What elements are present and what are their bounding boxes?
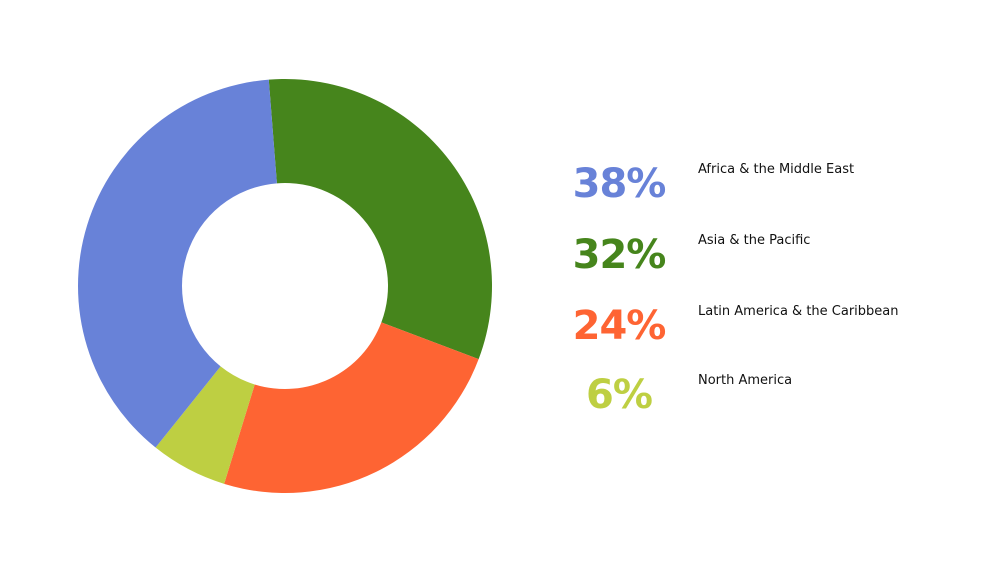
legend-percentage: 24%: [572, 303, 667, 349]
legend-percentage: 6%: [586, 372, 653, 418]
legend-item-north-america: 6% North America: [560, 367, 980, 423]
legend-item-latin-america-caribbean: 24% Latin America & the Caribbean: [560, 298, 980, 354]
donut-slice-north-america: [155, 366, 255, 484]
legend-label: Africa & the Middle East: [698, 162, 855, 177]
legend-item-africa-middle-east: 38% Africa & the Middle East: [560, 156, 980, 212]
donut-slice-asia-pacific: [268, 79, 492, 360]
legend-item-asia-pacific: 32% Asia & the Pacific: [560, 227, 980, 283]
donut-slice-latin-america-caribbean: [224, 322, 479, 493]
donut-chart: [78, 79, 492, 493]
donut-slice-africa-middle-east: [78, 79, 277, 448]
legend-label: North America: [698, 373, 793, 388]
legend-label: Latin America & the Caribbean: [698, 304, 899, 319]
legend-percentage: 32%: [572, 232, 667, 278]
legend-label: Asia & the Pacific: [698, 233, 811, 248]
legend-percentage: 38%: [572, 161, 667, 207]
